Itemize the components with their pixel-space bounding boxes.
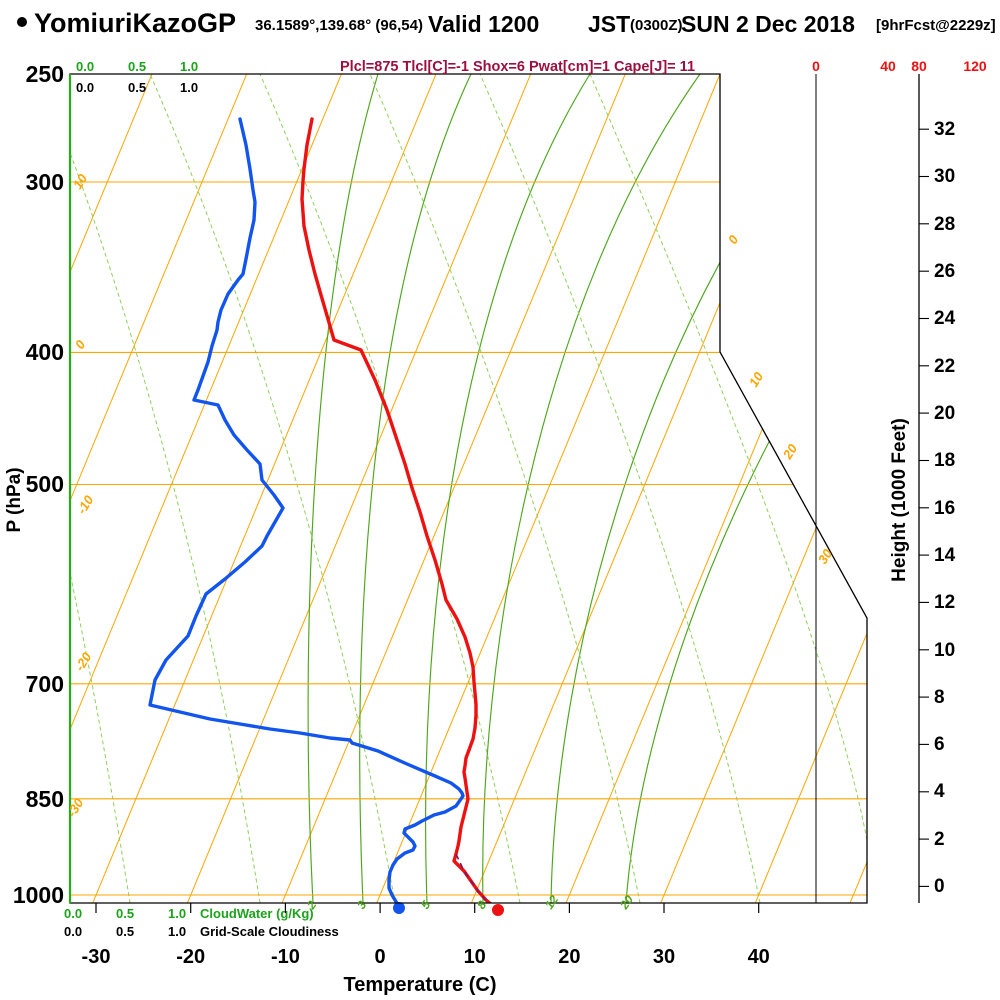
- svg-text:6: 6: [934, 734, 945, 755]
- svg-text:0: 0: [375, 946, 386, 968]
- svg-text:10: 10: [934, 640, 955, 661]
- svg-text:-30: -30: [82, 946, 111, 968]
- svg-text:40: 40: [748, 946, 770, 968]
- svg-text:700: 700: [26, 671, 64, 697]
- svg-text:40: 40: [880, 58, 896, 74]
- svg-text:300: 300: [26, 169, 64, 195]
- svg-text:0.5: 0.5: [116, 924, 134, 939]
- svg-text:26: 26: [934, 261, 955, 282]
- svg-text:JST: JST: [588, 11, 630, 37]
- svg-text:120: 120: [963, 58, 987, 74]
- svg-text:Temperature (C): Temperature (C): [344, 974, 497, 996]
- svg-text:Grid-Scale Cloudiness: Grid-Scale Cloudiness: [200, 924, 339, 939]
- svg-text:20: 20: [934, 403, 955, 424]
- svg-text:1.0: 1.0: [180, 59, 198, 74]
- svg-text:SUN 2 Dec 2018: SUN 2 Dec 2018: [681, 11, 855, 37]
- svg-text:0: 0: [934, 876, 945, 897]
- svg-text:80: 80: [911, 58, 927, 74]
- svg-text:-10: -10: [271, 946, 300, 968]
- svg-text:30: 30: [653, 946, 675, 968]
- svg-text:28: 28: [934, 214, 955, 235]
- svg-text:Height (1000 Feet): Height (1000 Feet): [889, 418, 910, 582]
- svg-text:20: 20: [558, 946, 580, 968]
- svg-text:24: 24: [934, 308, 956, 329]
- svg-text:P (hPa): P (hPa): [4, 467, 25, 532]
- svg-text:1.0: 1.0: [180, 80, 198, 95]
- svg-text:0.0: 0.0: [64, 906, 82, 921]
- svg-text:400: 400: [26, 339, 64, 365]
- svg-text:250: 250: [26, 61, 64, 87]
- svg-text:YomiuriKazoGP: YomiuriKazoGP: [34, 8, 236, 38]
- svg-text:1.0: 1.0: [168, 924, 186, 939]
- svg-text:CloudWater (g/Kg): CloudWater (g/Kg): [200, 906, 314, 921]
- svg-text:0.5: 0.5: [128, 59, 146, 74]
- svg-text:4: 4: [934, 781, 945, 802]
- svg-text:0: 0: [812, 58, 820, 74]
- svg-text:18: 18: [934, 450, 955, 471]
- svg-text:10: 10: [464, 946, 486, 968]
- svg-text:32: 32: [934, 119, 955, 140]
- svg-text:14: 14: [934, 545, 956, 566]
- svg-text:850: 850: [26, 786, 64, 812]
- svg-text:22: 22: [934, 356, 955, 377]
- svg-text:0.0: 0.0: [76, 59, 94, 74]
- svg-text:12: 12: [934, 592, 955, 613]
- svg-text:1.0: 1.0: [168, 906, 186, 921]
- svg-text:0.5: 0.5: [128, 80, 146, 95]
- svg-text:[9hrFcst@2229z]: [9hrFcst@2229z]: [876, 17, 996, 34]
- svg-text:(0300Z): (0300Z): [630, 17, 683, 34]
- svg-text:30: 30: [934, 166, 955, 187]
- svg-text:0.0: 0.0: [64, 924, 82, 939]
- svg-text:2: 2: [934, 829, 945, 850]
- svg-text:36.1589°,139.68° (96,54): 36.1589°,139.68° (96,54): [255, 17, 423, 34]
- svg-text:500: 500: [26, 471, 64, 497]
- svg-text:Valid 1200: Valid 1200: [428, 11, 539, 37]
- svg-text:1000: 1000: [13, 882, 64, 908]
- svg-text:Plcl=875 Tlcl[C]=-1 Shox=6 Pwa: Plcl=875 Tlcl[C]=-1 Shox=6 Pwat[cm]=1 Ca…: [340, 59, 695, 75]
- svg-text:16: 16: [934, 498, 955, 519]
- svg-text:0.5: 0.5: [116, 906, 134, 921]
- svg-text:-20: -20: [176, 946, 205, 968]
- svg-text:8: 8: [934, 687, 945, 708]
- svg-text:0.0: 0.0: [76, 80, 94, 95]
